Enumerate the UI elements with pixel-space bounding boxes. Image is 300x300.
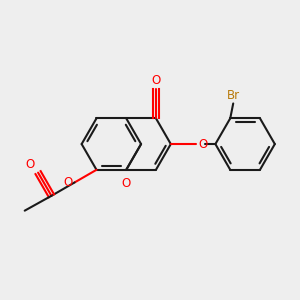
Text: Br: Br	[227, 89, 240, 102]
Text: O: O	[63, 176, 72, 189]
Text: O: O	[26, 158, 35, 171]
Text: O: O	[198, 138, 207, 151]
Text: O: O	[122, 177, 131, 190]
Text: O: O	[151, 74, 160, 87]
